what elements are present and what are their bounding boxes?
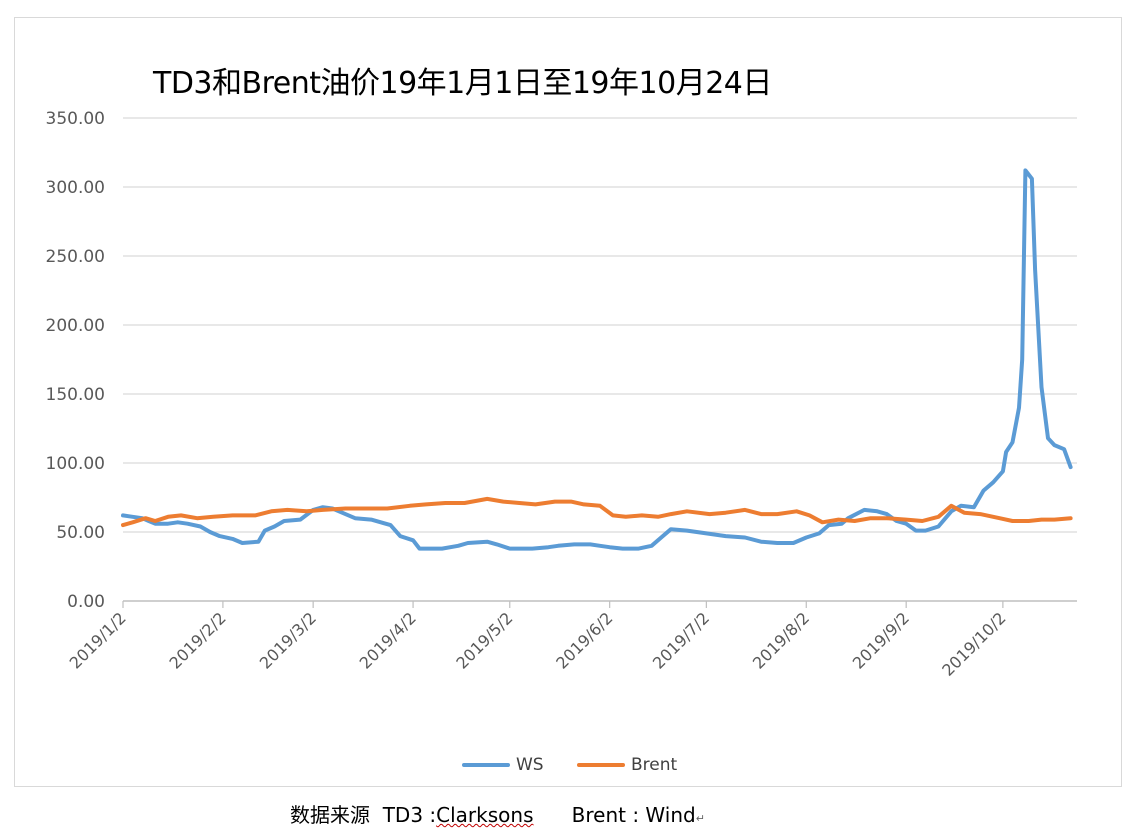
- y-tick-label: 50.00: [56, 523, 105, 543]
- legend-item-ws: WS: [462, 755, 544, 775]
- series-line-ws: [121, 168, 1073, 551]
- x-tick-label: 2019/6/2: [552, 608, 616, 672]
- y-tick-label: 350.00: [46, 109, 105, 129]
- x-tick-label: 2019/2/2: [165, 608, 229, 672]
- y-tick-label: 100.00: [46, 454, 105, 474]
- x-tick-label: 2019/3/2: [256, 608, 320, 672]
- legend-swatch-ws: [462, 763, 510, 767]
- x-tick-label: 2019/8/2: [749, 608, 813, 672]
- y-tick-label: 200.00: [46, 316, 105, 336]
- y-tick-label: 0.00: [67, 592, 105, 612]
- x-tick-label: 2019/10/2: [938, 608, 1009, 679]
- legend-swatch-brent: [577, 763, 625, 767]
- line-chart: 0.00 50.00 100.00 150.00 200.00 250.00 300.00 3…: [46, 109, 1077, 680]
- x-tick-label: 2019/5/2: [452, 608, 516, 672]
- x-tick-label: 2019/1/2: [66, 608, 130, 672]
- source-note: 数据来源 TD3 :Clarksons Brent : Wind↵: [290, 799, 705, 828]
- series-lines: [121, 168, 1073, 551]
- legend-label-brent: Brent: [631, 755, 678, 775]
- legend-label-ws: WS: [516, 755, 544, 775]
- legend-item-brent: Brent: [577, 755, 677, 775]
- y-tick-label: 150.00: [46, 385, 105, 405]
- return-mark: ↵: [695, 812, 705, 825]
- series-line-brent: [121, 496, 1073, 528]
- gridlines: [123, 117, 1077, 533]
- chart-frame: 0.00 50.00 100.00 150.00 200.00 250.00 300.00 3…: [14, 17, 1122, 787]
- x-tick-label: 2019/7/2: [649, 608, 713, 672]
- source-brent: Brent : Wind: [571, 803, 696, 827]
- y-tick-label: 300.00: [46, 178, 105, 198]
- y-tick-label: 250.00: [46, 247, 105, 267]
- x-tick-label: 2019/9/2: [849, 608, 913, 672]
- x-tick-label: 2019/4/2: [356, 608, 420, 672]
- chart-title: TD3和Brent油价19年1月1日至19年10月24日: [153, 66, 772, 101]
- source-td3: Clarksons: [436, 803, 534, 827]
- source-prefix: 数据来源 TD3 :: [290, 803, 437, 827]
